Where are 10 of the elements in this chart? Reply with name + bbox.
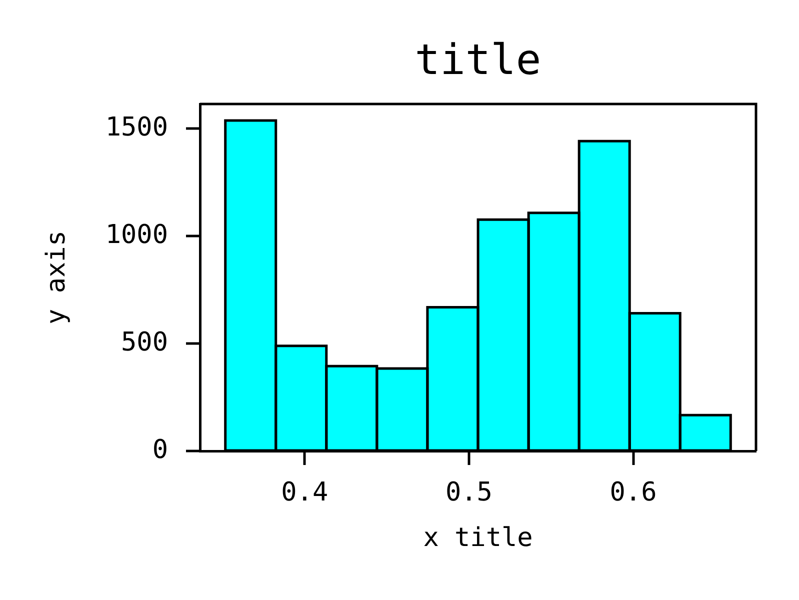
y-tick-label: 1000 (105, 220, 168, 250)
y-tick-label: 1500 (105, 112, 168, 142)
y-tick-label: 0 (152, 434, 168, 465)
y-axis-title: y axis (41, 230, 72, 324)
x-tick-label: 0.6 (610, 477, 657, 508)
x-axis-title: x title (423, 523, 533, 554)
y-tick-label: 500 (121, 327, 168, 358)
x-tick-label: 0.5 (445, 477, 492, 508)
chart-title: title (414, 35, 542, 84)
x-tick-label: 0.4 (281, 477, 328, 508)
